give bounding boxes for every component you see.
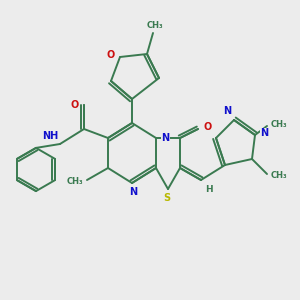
- Text: N: N: [161, 133, 169, 143]
- Text: O: O: [106, 50, 115, 61]
- Text: N: N: [129, 187, 138, 196]
- Text: O: O: [203, 122, 212, 133]
- Text: O: O: [70, 100, 79, 110]
- Text: CH₃: CH₃: [146, 21, 163, 30]
- Text: N: N: [260, 128, 268, 139]
- Text: NH: NH: [42, 131, 58, 141]
- Text: CH₃: CH₃: [271, 171, 287, 180]
- Text: H: H: [206, 185, 213, 194]
- Text: S: S: [163, 193, 170, 202]
- Text: N: N: [223, 106, 231, 116]
- Text: CH₃: CH₃: [67, 177, 83, 186]
- Text: CH₃: CH₃: [271, 120, 287, 129]
